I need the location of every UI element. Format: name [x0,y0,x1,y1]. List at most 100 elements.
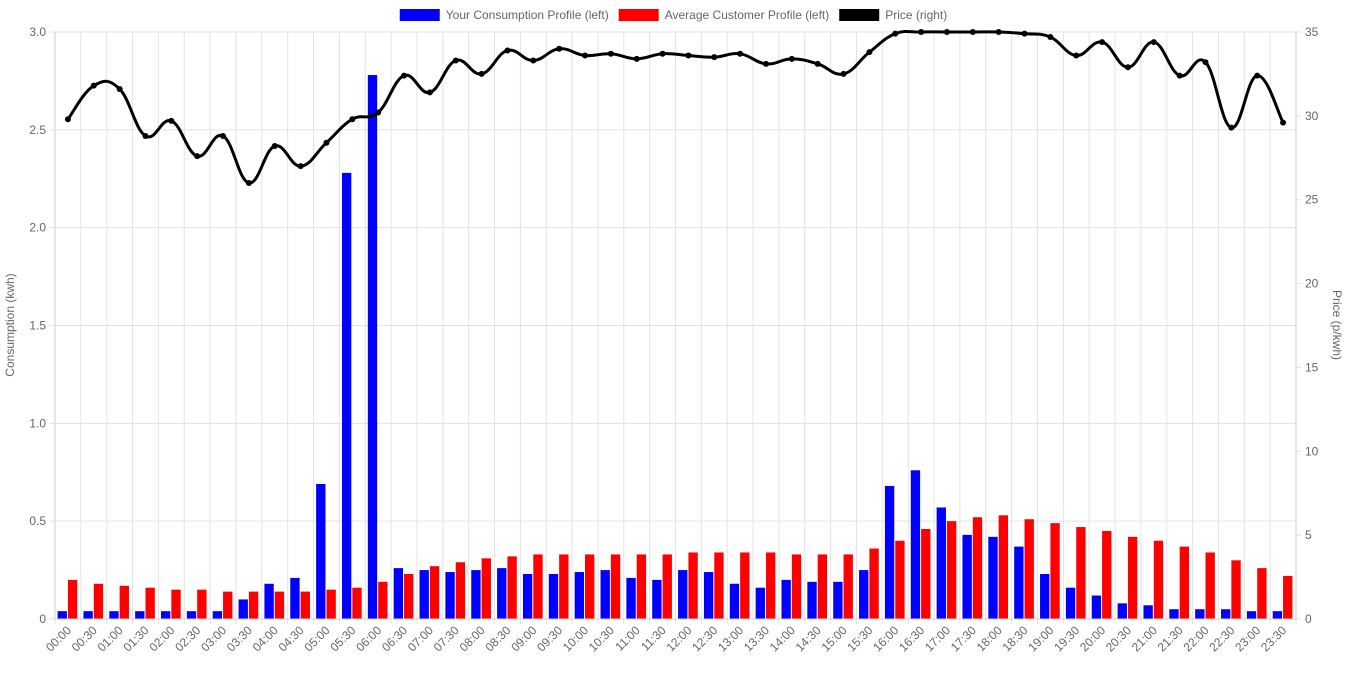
x-tick-label: 16:00 [870,623,901,654]
y-right-tick-label: 5 [1305,528,1312,542]
y-left-tick-label: 0 [39,612,46,626]
x-tick-label: 10:00 [560,623,591,654]
y-right-tick-label: 10 [1305,444,1319,458]
price-point [659,50,666,57]
price-point [711,54,718,61]
bar-average-customer [67,579,78,619]
x-tick-label: 03:00 [198,623,229,654]
y-left-tick-label: 2.5 [29,123,46,137]
price-point [633,55,640,62]
bar-your-consumption [548,573,559,619]
price-point [504,47,511,54]
x-tick-label: 02:00 [146,623,177,654]
price-point [220,132,227,139]
x-tick-label: 18:00 [974,623,1005,654]
price-point [168,117,175,124]
bar-average-customer [921,528,931,619]
y-axis-left-title: Consumption (kwh) [3,273,17,376]
y-right-tick-label: 25 [1305,193,1319,207]
bar-your-consumption [264,583,274,619]
y-right-tick-label: 35 [1305,25,1319,39]
x-tick-label: 10:30 [586,623,617,654]
bar-average-customer [610,554,621,619]
price-point [1047,34,1054,41]
price-point [1176,72,1183,79]
bar-average-customer [1153,540,1164,619]
bar-your-consumption [1195,609,1205,619]
x-tick-label: 17:00 [922,623,953,654]
bar-your-consumption [574,572,585,619]
x-tick-label: 12:30 [689,623,720,654]
price-point [892,30,899,37]
legend-swatch [399,9,440,21]
bar-average-customer [223,591,233,619]
x-tick-label: 06:00 [353,623,384,654]
bar-average-customer [843,554,853,619]
x-tick-label: 15:00 [819,623,850,654]
bar-your-consumption [212,611,223,619]
legend: Your Consumption Profile (left) Average C… [399,8,947,22]
bar-average-customer [93,583,104,619]
x-tick-label: 17:30 [948,623,979,654]
bar-your-consumption [729,583,740,619]
bar-average-customer [119,585,129,619]
x-tick-label: 11:00 [612,623,643,654]
bar-your-consumption [910,470,921,619]
price-point [969,29,976,35]
bar-your-consumption [341,172,352,619]
bar-your-consumption [600,570,610,619]
bar-your-consumption [1040,573,1050,619]
price-point [1202,59,1209,66]
y-left-tick-label: 1.5 [29,319,46,333]
bar-average-customer [404,573,414,619]
bar-your-consumption [1246,611,1257,619]
bar-your-consumption [1014,546,1024,619]
grid [50,31,1301,624]
price-point [737,50,744,57]
price-point [142,132,149,139]
x-tick-label: 22:30 [1206,623,1237,654]
bar-average-customer [248,591,259,619]
price-point [866,49,873,56]
bar-average-customer [895,540,905,619]
bar-your-consumption [316,483,326,619]
bar-average-customer [378,581,388,619]
price-point [1021,30,1028,37]
bar-average-customer [429,566,440,619]
x-tick-label: 20:30 [1103,623,1134,654]
bar-your-consumption [755,587,765,619]
x-tick-label: 13:00 [715,623,746,654]
bar-your-consumption [135,611,145,619]
x-tick-label: 19:00 [1025,623,1056,654]
bar-average-customer [946,521,957,619]
price-point [245,179,252,186]
price-point [1254,72,1261,79]
x-tick-label: 12:00 [663,623,694,654]
price-point [530,57,537,64]
x-tick-label: 02:30 [172,623,203,654]
x-tick-label: 00:30 [69,623,100,654]
price-point [375,109,382,116]
bar-your-consumption [161,611,171,619]
x-tick-label: 04:30 [276,623,307,654]
price-point [478,70,485,77]
x-tick-label: 13:30 [741,623,772,654]
bar-your-consumption [109,611,119,619]
y-left-tick-label: 3.0 [29,25,46,39]
price-point [323,139,330,146]
y-right-tick-label: 20 [1305,277,1319,291]
bar-your-consumption [1117,603,1127,619]
legend-swatch [618,9,659,21]
bar-average-customer [1127,536,1138,619]
bar-your-consumption [445,572,455,619]
x-tick-label: 07:00 [405,623,436,654]
bar-average-customer [688,552,698,619]
x-tick-label: 01:30 [120,623,151,654]
legend-label: Your Consumption Profile (left) [446,8,609,22]
bar-your-consumption [393,568,404,619]
x-tick-label: 09:30 [534,623,565,654]
legend-label: Average Customer Profile (left) [665,8,830,22]
x-tick-label: 14:00 [767,623,798,654]
bars [57,75,1293,619]
